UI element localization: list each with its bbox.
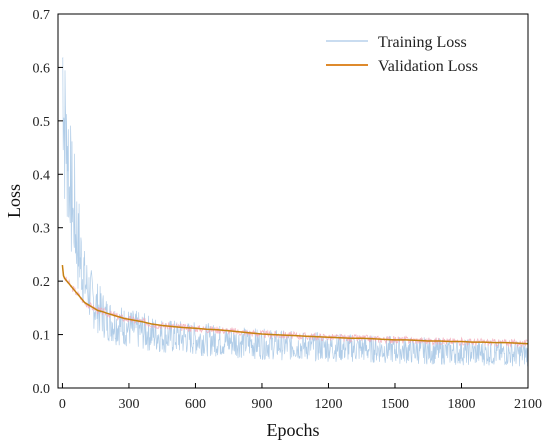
x-tick-label: 1500 bbox=[381, 397, 409, 412]
x-tick-label: 2100 bbox=[514, 397, 542, 412]
axes: 0 300 600 900 1200 1500 1800 2100 0.0 0.1 0.2 0.3 0.… bbox=[33, 8, 543, 412]
y-tick-label: 0.5 bbox=[33, 115, 51, 130]
y-tick-label: 0.6 bbox=[33, 61, 51, 76]
y-tick-label: 0.3 bbox=[33, 222, 51, 237]
x-tick-label: 600 bbox=[185, 397, 206, 412]
legend: Training Loss Validation Loss bbox=[326, 34, 478, 75]
x-tick-label: 1200 bbox=[314, 397, 342, 412]
series-line-validation-loss-overlay bbox=[62, 265, 528, 344]
series-group bbox=[61, 56, 528, 367]
x-tick-label: 300 bbox=[118, 397, 139, 412]
x-tick-label: 900 bbox=[251, 397, 272, 412]
y-tick-label: 0.1 bbox=[33, 329, 51, 344]
series-line-training-loss bbox=[62, 56, 528, 367]
y-tick-label: 0.0 bbox=[33, 382, 51, 397]
series-halo-validation-loss bbox=[62, 266, 528, 348]
series-line-validation-loss bbox=[61, 265, 528, 345]
x-tick-label: 0 bbox=[59, 397, 66, 412]
x-tick-label: 1800 bbox=[447, 397, 475, 412]
legend-label-training-loss: Training Loss bbox=[378, 34, 467, 51]
y-tick-label: 0.7 bbox=[33, 8, 51, 23]
x-axis-label: Epochs bbox=[267, 420, 320, 440]
legend-label-validation-loss: Validation Loss bbox=[378, 58, 478, 75]
y-axis-label: Loss bbox=[4, 184, 24, 218]
y-tick-label: 0.2 bbox=[33, 275, 51, 290]
plot-frame bbox=[57, 13, 529, 389]
y-tick-label: 0.4 bbox=[33, 168, 51, 183]
